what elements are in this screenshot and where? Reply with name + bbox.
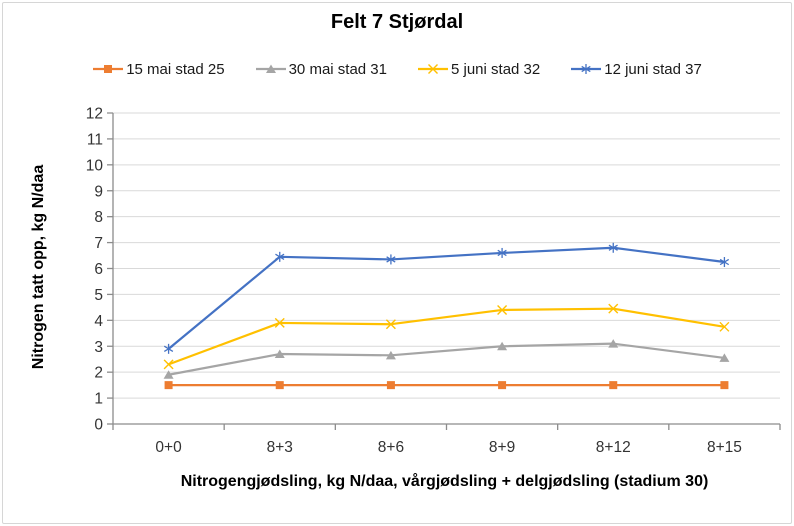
y-tick-label: 2 [94,365,103,382]
y-tick-label: 5 [94,287,103,304]
x-marker [274,317,285,328]
legend-label: 5 juni stad 32 [451,60,541,78]
legend-item-3: 5 juni stad 32 [417,61,540,78]
asterisk-marker [497,247,507,258]
x-marker [497,304,508,315]
legend-label: 30 mai stad 31 [288,60,387,78]
square-marker [498,381,507,390]
asterisk-marker [581,64,591,74]
y-tick-label: 3 [94,339,103,356]
x-tick-label: 0+0 [155,439,182,456]
square-marker [164,381,173,390]
triangle-marker [163,370,174,379]
y-tick-label: 10 [86,157,104,174]
legend: 15 mai stad 25 30 mai stad 31 5 juni stad … [3,57,791,81]
asterisk-marker [275,251,285,262]
y-tick-label: 7 [94,235,103,252]
y-axis-title: Nitrogen tatt opp, kg N/daa [30,164,47,370]
triangle-marker-icon [255,64,286,73]
asterisk-marker [608,242,618,253]
x-marker [163,359,174,370]
series-line-3 [168,307,725,366]
square-marker-icon [93,65,124,73]
x-tick-label: 8+15 [707,439,742,456]
triangle-marker [274,349,285,359]
x-marker [719,321,730,332]
asterisk-marker [719,257,730,268]
triangle-marker [265,64,276,73]
y-tick-label: 8 [94,209,103,226]
series-line-2 [168,342,725,376]
x-axis-title: Nitrogengjødsling, kg N/daa, vårgjødslin… [180,473,709,490]
square-marker [609,381,618,390]
x-marker [428,64,438,74]
x-marker [385,319,396,330]
square-marker [275,381,284,390]
x-tick-label: 8+6 [378,439,404,456]
triangle-marker [385,350,396,360]
legend-item-2: 30 mai stad 31 [255,61,387,78]
triangle-marker [719,353,730,362]
y-tick-label: 0 [94,417,103,434]
y-tick-label: 1 [94,391,103,408]
triangle-marker [497,341,508,351]
y-tick-label: 12 [86,106,103,123]
y-tick-label: 6 [94,261,103,278]
y-tick-label: 9 [94,183,103,200]
legend-item-4: 12 juni stad 37 [570,61,702,78]
x-marker [608,303,619,314]
legend-label: 12 juni stad 37 [604,60,702,78]
y-tick-label: 11 [87,131,103,148]
x-tick-label: 8+9 [489,439,515,456]
chart-title: Felt 7 Stjørdal [330,11,464,33]
triangle-marker [608,339,619,348]
y-tick-label: 4 [94,313,103,330]
legend-label: 15 mai stad 25 [126,60,225,78]
square-marker [720,381,729,390]
asterisk-marker [163,343,174,354]
asterisk-marker [386,254,396,265]
x-tick-label: 8+3 [267,439,293,456]
asterisk-marker-icon [571,64,602,74]
legend-item-1: 15 mai stad 25 [92,60,225,78]
series-line-4 [167,246,725,350]
square-marker [104,65,113,73]
x-marker-icon [418,64,448,74]
x-tick-label: 8+12 [596,439,631,456]
square-marker [386,381,395,390]
